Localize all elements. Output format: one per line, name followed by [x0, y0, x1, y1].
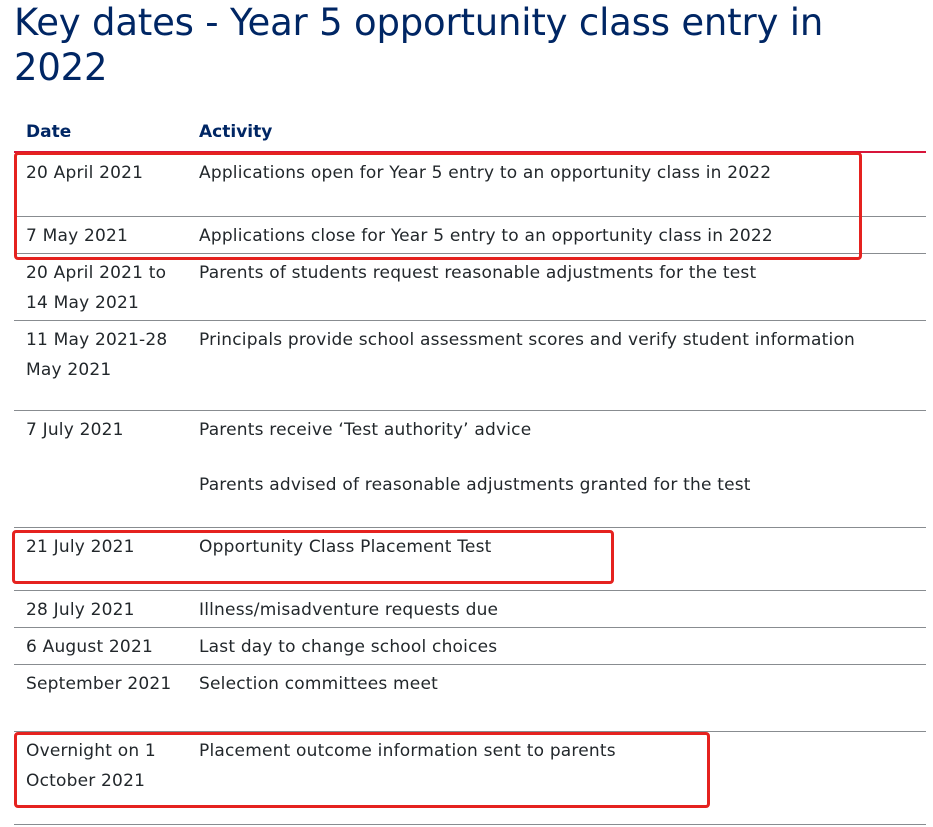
key-dates-table-container: Date Activity 20 April 2021 Applications…	[14, 114, 926, 825]
activity-cell: Principals provide school assessment sco…	[187, 321, 926, 411]
activity-text: Applications close for Year 5 entry to a…	[199, 226, 773, 246]
date-cell: 7 May 2021	[26, 226, 129, 246]
key-dates-table: Date Activity 20 April 2021 Applications…	[14, 114, 926, 825]
table-row: 21 July 2021 Opportunity Class Placement…	[14, 528, 926, 591]
column-header-date: Date	[26, 122, 72, 142]
date-cell: 20 April 2021 to 14 May 2021	[26, 263, 167, 313]
date-cell: 7 July 2021	[26, 420, 124, 440]
activity-cell: Parents of students request reasonable a…	[187, 254, 926, 321]
table-row: 28 July 2021 Illness/misadventure reques…	[14, 591, 926, 628]
date-cell: Overnight on 1 October 2021	[26, 741, 156, 791]
column-header-activity: Activity	[199, 122, 273, 142]
table-row: 20 April 2021 to 14 May 2021 Parents of …	[14, 254, 926, 321]
activity-text: Placement outcome information sent to pa…	[199, 741, 616, 761]
table-row: 6 August 2021 Last day to change school …	[14, 628, 926, 665]
date-cell: 20 April 2021	[26, 163, 144, 183]
activity-cell: Last day to change school choices	[187, 628, 926, 665]
page-title: Key dates - Year 5 opportunity class ent…	[14, 1, 824, 89]
activity-text: Principals provide school assessment sco…	[199, 330, 856, 350]
activity-cell: Placement outcome information sent to pa…	[187, 732, 926, 825]
table-header-row: Date Activity	[14, 114, 926, 152]
activity-cell: Illness/misadventure requests due	[187, 591, 926, 628]
activity-text: Opportunity Class Placement Test	[199, 537, 492, 557]
activity-cell: Applications close for Year 5 entry to a…	[187, 217, 926, 254]
activity-text: Parents receive ‘Test authority’ advice	[199, 420, 532, 440]
date-cell: 11 May 2021-28 May 2021	[26, 330, 168, 380]
table-row: 7 May 2021 Applications close for Year 5…	[14, 217, 926, 254]
activity-cell: Selection committees meet	[187, 665, 926, 732]
date-cell: 6 August 2021	[26, 637, 153, 657]
activity-text: Selection committees meet	[199, 674, 438, 694]
table-row: Overnight on 1 October 2021 Placement ou…	[14, 732, 926, 825]
activity-cell: Opportunity Class Placement Test	[187, 528, 926, 591]
table-row: September 2021 Selection committees meet	[14, 665, 926, 732]
activity-text: Last day to change school choices	[199, 637, 498, 657]
table-row: 7 July 2021 Parents receive ‘Test author…	[14, 411, 926, 528]
date-cell: 21 July 2021	[26, 537, 135, 557]
activity-text: Parents advised of reasonable adjustment…	[199, 475, 751, 495]
activity-text: Illness/misadventure requests due	[199, 600, 499, 620]
activity-text: Applications open for Year 5 entry to an…	[199, 163, 772, 183]
activity-cell: Applications open for Year 5 entry to an…	[187, 152, 926, 217]
table-row: 20 April 2021 Applications open for Year…	[14, 152, 926, 217]
table-row: 11 May 2021-28 May 2021 Principals provi…	[14, 321, 926, 411]
date-cell: September 2021	[26, 674, 172, 694]
activity-cell: Parents receive ‘Test authority’ advice …	[187, 411, 926, 528]
date-cell: 28 July 2021	[26, 600, 135, 620]
activity-text: Parents of students request reasonable a…	[199, 263, 757, 283]
